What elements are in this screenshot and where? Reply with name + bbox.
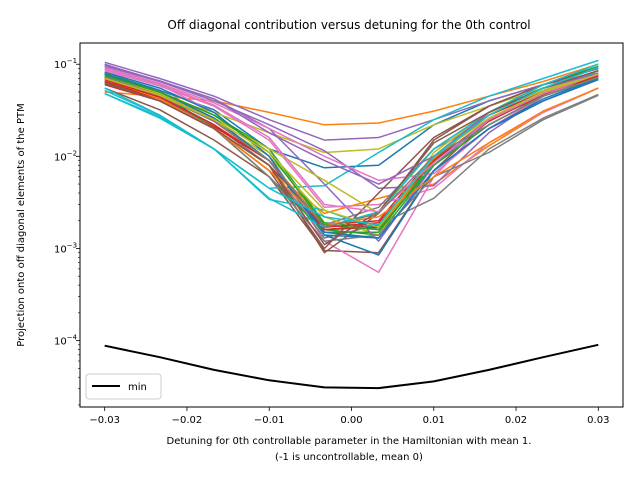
series-line-21 (104, 71, 599, 256)
series-line-37 (104, 68, 599, 213)
x-tick-label: −0.03 (89, 415, 120, 426)
legend-label-min: min (128, 382, 147, 393)
min-series-layer (104, 343, 599, 390)
series-layer (104, 59, 599, 274)
x-tick-label: 0.02 (505, 415, 527, 426)
series-line-36 (104, 69, 599, 246)
series-line-28 (104, 77, 599, 242)
series-line-40 (104, 66, 599, 226)
y-tick-exponent: −2 (67, 149, 77, 157)
y-tick-exponent: −1 (67, 57, 77, 65)
x-tick-label: 0.03 (587, 415, 609, 426)
min-series-line (104, 343, 599, 390)
x-axis-label: Detuning for 0th controllable parameter … (167, 436, 532, 447)
series-line-27 (104, 66, 599, 182)
x-tick-label: 0.00 (340, 415, 362, 426)
legend-box (85, 373, 162, 400)
series-line-39 (104, 73, 599, 228)
y-axis-label: Projection onto off diagonal elements of… (16, 103, 27, 346)
series-line-5 (104, 61, 599, 141)
series-line-31 (104, 73, 599, 239)
y-tick-exponent: −4 (67, 334, 78, 342)
x-tick-label: 0.01 (423, 415, 445, 426)
chart-title: Off diagonal contribution versus detunin… (167, 18, 530, 32)
x-tick-label: −0.02 (172, 415, 203, 426)
y-tick-exponent: −3 (67, 241, 77, 249)
x-axis-label-second-line: (-1 is uncontrollable, mean 0) (275, 452, 423, 463)
x-tick-label: −0.01 (254, 415, 285, 426)
legend: min (85, 373, 162, 400)
x-axis: −0.03 −0.02 −0.01 0.00 0.01 0.02 0.03 (89, 407, 609, 426)
